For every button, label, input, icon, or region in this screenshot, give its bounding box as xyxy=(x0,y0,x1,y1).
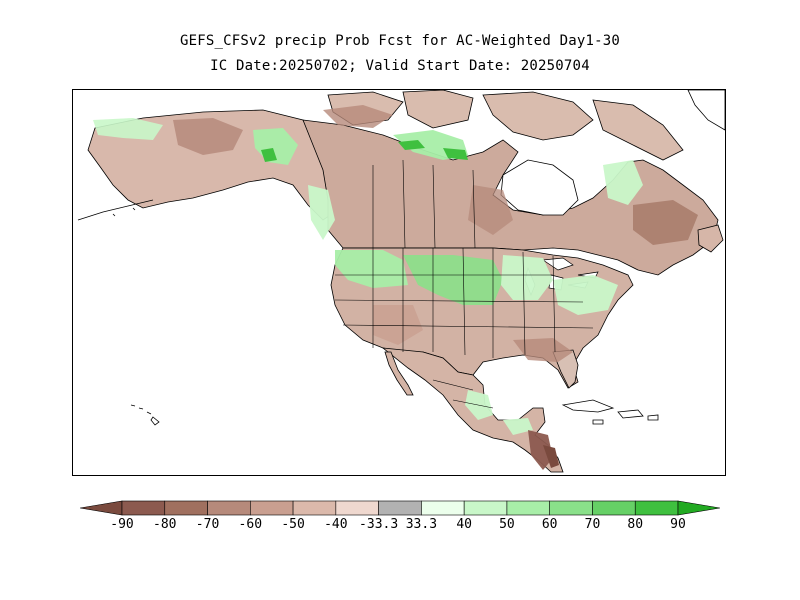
colorbar-bin xyxy=(292,500,337,516)
political-boundaries xyxy=(334,159,594,409)
colorbar-tick-label: 80 xyxy=(627,517,644,532)
colorbar-tick-label: 70 xyxy=(584,517,601,532)
north-america-map xyxy=(77,90,725,473)
colorbar-tick-label: -40 xyxy=(324,517,348,532)
colorbar-tick-label: 33.3 xyxy=(405,517,438,532)
newfoundland xyxy=(697,224,724,253)
colorbar-tick-label: -90 xyxy=(110,517,134,532)
hudson-bay xyxy=(500,159,579,216)
baja-california xyxy=(384,351,414,396)
colorbar-tick-label: -33.3 xyxy=(359,517,399,532)
map-title: GEFS_CFSv2 precip Prob Fcst for AC-Weigh… xyxy=(179,33,621,49)
map-subtitle: IC Date:20250702; Valid Start Date: 2025… xyxy=(210,58,590,74)
colorbar-bin xyxy=(421,500,465,516)
legend-colorbar xyxy=(80,500,720,516)
colorbar-tick-label: -80 xyxy=(153,517,177,532)
above-normal-areas xyxy=(93,118,643,435)
hawaii-islands xyxy=(130,404,160,426)
colorbar-left-arrow xyxy=(80,500,123,516)
colorbar-bin xyxy=(207,500,251,516)
colorbar-right-arrow xyxy=(677,500,720,516)
colorbar-bin xyxy=(634,500,679,516)
colorbar-bin xyxy=(121,500,166,516)
aleutian-islands xyxy=(77,199,154,221)
colorbar-tick-label: 60 xyxy=(541,517,558,532)
colorbar-tick-label: -50 xyxy=(281,517,305,532)
caribbean-islands xyxy=(561,399,659,425)
forecast-map xyxy=(72,89,726,476)
colorbar-tick-label: 50 xyxy=(499,517,515,532)
colorbar-bin xyxy=(592,500,636,516)
colorbar-bin xyxy=(549,500,593,516)
arctic-islands xyxy=(327,90,684,161)
colorbar-bin xyxy=(506,500,550,516)
colorbar-tick-label: 40 xyxy=(456,517,472,532)
colorbar-bin xyxy=(164,500,208,516)
colorbar-tick-label: -70 xyxy=(195,517,220,532)
colorbar-bin xyxy=(378,500,422,516)
below-normal-areas xyxy=(173,105,698,470)
colorbar-bin xyxy=(335,500,379,516)
colorbar-bin xyxy=(463,500,508,516)
greenland-fragment xyxy=(687,90,725,131)
colorbar-bin xyxy=(250,500,294,516)
colorbar-tick-label: 90 xyxy=(670,517,686,532)
colorbar-tick-label: -60 xyxy=(238,517,263,532)
